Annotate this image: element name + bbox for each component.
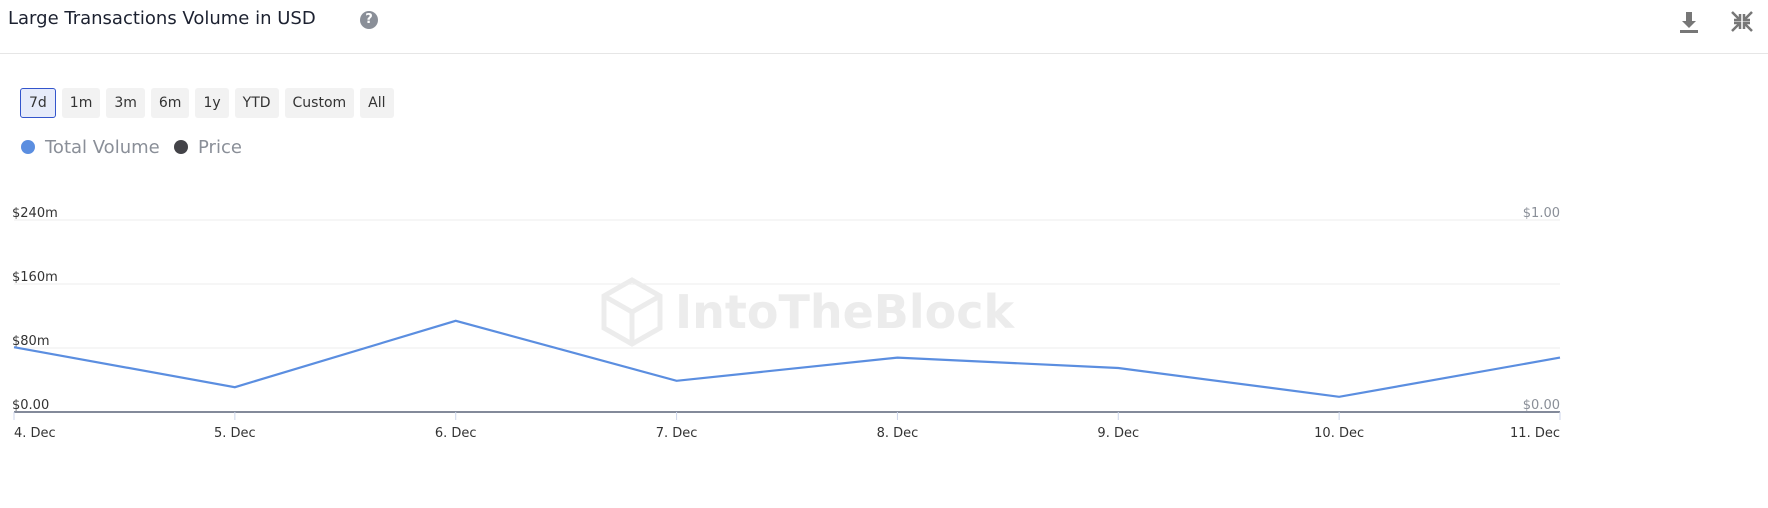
y-tick-label: $240m	[12, 206, 58, 221]
x-tick-label: 7. Dec	[656, 426, 698, 441]
range-buttons: 7d 1m 3m 6m 1y YTD Custom All	[20, 88, 394, 118]
y-tick-label: $0.00	[12, 398, 49, 413]
legend-marker	[21, 140, 35, 154]
legend-label[interactable]: Price	[198, 137, 242, 158]
chart-title: Large Transactions Volume in USD	[8, 8, 316, 29]
x-tick-label: 10. Dec	[1314, 426, 1364, 441]
legend-marker	[174, 140, 188, 154]
range-button[interactable]: 1y	[195, 88, 229, 118]
range-button[interactable]: 7d	[20, 88, 56, 118]
range-button[interactable]: 1m	[61, 88, 101, 118]
y-tick-label: $80m	[12, 334, 49, 349]
y2-tick-label: $1.00	[1523, 206, 1560, 221]
collapse-icon[interactable]	[1731, 11, 1753, 32]
x-tick-label: 5. Dec	[214, 426, 256, 441]
series-line	[13, 319, 1561, 398]
legend-label[interactable]: Total Volume	[44, 137, 160, 158]
x-tick-label: 4. Dec	[14, 426, 56, 441]
x-tick-label: 11. Dec	[1510, 426, 1560, 441]
x-tick-label: 9. Dec	[1097, 426, 1139, 441]
range-button[interactable]: YTD	[234, 88, 279, 118]
range-button[interactable]: All	[360, 88, 394, 118]
y2-tick-label: $0.00	[1523, 398, 1560, 413]
x-tick-label: 8. Dec	[877, 426, 919, 441]
range-button[interactable]: 3m	[106, 88, 145, 118]
x-tick-label: 6. Dec	[435, 426, 477, 441]
range-button[interactable]: 6m	[150, 88, 190, 118]
download-icon[interactable]	[1680, 12, 1698, 33]
range-button[interactable]: Custom	[284, 88, 355, 118]
help-icon[interactable]: ?	[360, 11, 378, 29]
watermark: IntoTheBlock	[675, 285, 1015, 339]
divider	[0, 53, 1768, 54]
watermark-logo	[601, 277, 663, 347]
y-tick-label: $160m	[12, 270, 58, 285]
